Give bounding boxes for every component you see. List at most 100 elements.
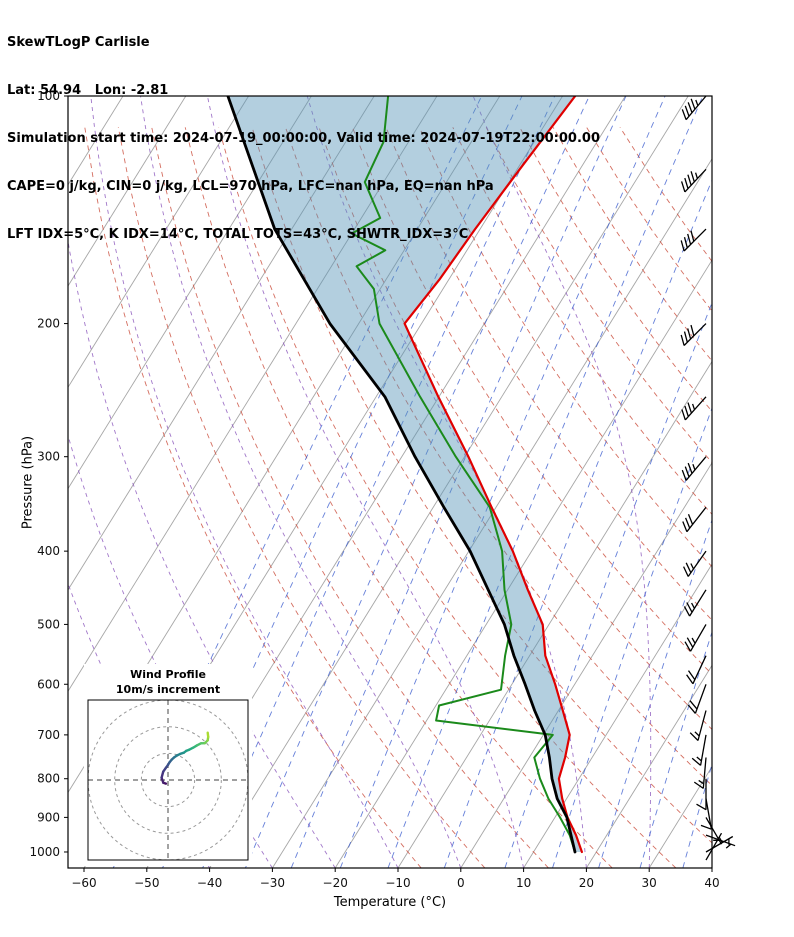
dry-adiabat-line: [117, 127, 486, 868]
temperature-line: [403, 96, 583, 854]
wind-barb: [684, 624, 707, 652]
wind-barb: [705, 834, 736, 849]
y-axis-label: Pressure (hPa): [20, 435, 36, 530]
wind-barb: [681, 396, 707, 421]
mixing-ratio-line: [552, 406, 712, 868]
wind-barb: [680, 168, 707, 193]
header-simtime: Simulation start time: 2024-07-19_00:00:…: [7, 131, 600, 146]
wind-barb: [691, 734, 707, 766]
wind-barb: [693, 757, 707, 789]
x-axis-label: Temperature (°C): [333, 895, 447, 910]
y-tick-label: 100: [37, 89, 60, 103]
wind-barb: [680, 323, 707, 346]
isotherm-line: [523, 563, 712, 868]
y-tick-label: 300: [37, 450, 60, 464]
isotherm-line: [68, 96, 249, 389]
dewpoint-line: [350, 96, 576, 853]
dry-adiabat-line: [184, 127, 613, 868]
x-tick-label: −20: [323, 876, 348, 890]
isotherm-line: [68, 96, 187, 287]
dry-adiabat-line: [452, 127, 712, 515]
x-tick-label: 0: [457, 876, 465, 890]
isotherm-line: [68, 96, 312, 490]
dry-adiabat-line: [251, 127, 712, 844]
page-title: SkewTLogP Carlisle: [7, 35, 150, 50]
isotherm-line: [272, 158, 712, 868]
moist-adiabat-line: [472, 96, 652, 868]
isotherms-group: [68, 96, 712, 868]
parcel-line: [226, 96, 577, 854]
mixing-ratio-line: [598, 518, 712, 868]
x-tick-label: −40: [197, 876, 222, 890]
wind-barb: [689, 710, 707, 741]
y-tick-label: 600: [37, 677, 60, 691]
x-tick-label: 40: [704, 876, 719, 890]
header-cape-line: CAPE=0 j/kg, CIN=0 j/kg, LCL=970 hPa, LF…: [7, 179, 494, 194]
plot-border: [67, 95, 713, 869]
mixing-ratio-line: [290, 96, 627, 868]
dry-adiabats-group: [84, 127, 712, 868]
y-tick-label: 700: [37, 728, 60, 742]
wind-barb: [683, 589, 707, 617]
y-tick-label: 900: [37, 810, 60, 824]
header-block: SkewTLogP Carlisle Lat: 54.94 Lon: -2.81…: [7, 3, 600, 275]
wind-barb: [705, 817, 723, 845]
x-tick-label: −50: [134, 876, 159, 890]
isotherm-line: [648, 765, 712, 868]
y-tick-label: 200: [37, 317, 60, 331]
y-tick-label: 500: [37, 617, 60, 631]
moist-adiabat-line: [306, 96, 587, 868]
hodograph-subtitle: 10m/s increment: [115, 683, 221, 696]
isotherm-line: [334, 259, 712, 868]
isotherm-line: [586, 664, 712, 868]
dry-adiabat-line: [84, 127, 422, 868]
wind-barb: [683, 550, 707, 577]
x-tick-label: 30: [642, 876, 657, 890]
hodograph-trace: [160, 731, 210, 785]
wind-barb: [696, 778, 707, 811]
mixing-ratio-line: [682, 762, 712, 868]
y-tick-labels: 100 200 300 400 500 600 700 800 900 1000: [29, 89, 68, 859]
moist-adiabat-line: [140, 96, 462, 868]
hodograph-title: Wind Profile: [130, 668, 206, 681]
cape-shading: [227, 96, 582, 852]
dry-adiabat-line: [285, 127, 712, 787]
x-tick-label: −10: [385, 876, 410, 890]
wind-barb: [680, 228, 707, 252]
hodograph-border: [87, 699, 249, 861]
moist-adiabat-line: [206, 96, 525, 868]
dry-adiabat-line: [218, 127, 677, 868]
x-tick-label: −60: [71, 876, 96, 890]
y-tick-label: 1000: [29, 845, 60, 859]
x-tick-label: 10: [516, 876, 531, 890]
wind-barb: [700, 798, 713, 830]
moist-adiabat-line: [68, 238, 336, 868]
mixing-ratio-line: [639, 630, 712, 868]
hodograph-ring: [114, 726, 222, 834]
mixing-ratio-line: [339, 96, 666, 868]
x-tick-label: 20: [579, 876, 594, 890]
dry-adiabat-line: [619, 127, 712, 263]
hodograph-ring: [140, 752, 196, 808]
dry-adiabat-line: [351, 127, 712, 675]
wind-barb: [681, 95, 707, 121]
wind-barb: [686, 655, 707, 685]
mixing-ratio-line: [387, 96, 704, 868]
isotherm-line: [68, 96, 375, 591]
dry-adiabat-line: [151, 127, 549, 868]
header-latlon: Lat: 54.94 Lon: -2.81: [7, 83, 169, 98]
hodograph-trace-segment: [206, 731, 210, 739]
isotherm-line: [397, 360, 712, 868]
wind-barbs-group: [680, 95, 736, 861]
isotherm-line: [711, 867, 712, 868]
isotherm-line: [460, 461, 712, 868]
mixing-ratio-line: [443, 179, 712, 868]
header-index-line: LFT IDX=5°C, K IDX=14°C, TOTAL TOTS=43°C…: [7, 227, 469, 242]
hodograph-inset: [88, 700, 248, 860]
x-tick-label: −30: [260, 876, 285, 890]
y-tick-label: 800: [37, 772, 60, 786]
mixing-ratio-line: [244, 96, 590, 868]
x-tick-labels: −60 −50 −40 −30 −20 −10 0 10 20 30 40: [71, 868, 720, 890]
